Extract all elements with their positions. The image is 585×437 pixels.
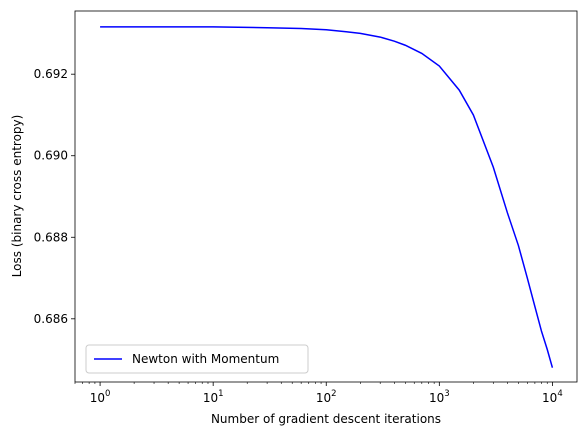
legend-label-newton-with-momentum: Newton with Momentum [132,352,279,366]
x-axis: 100 101 102 103 104 [74,382,563,405]
y-axis-label: Loss (binary cross entropy) [10,115,24,278]
y-tick-label: 0.692 [34,67,68,81]
legend: Newton with Momentum [85,344,309,374]
y-axis: 0.686 0.688 0.690 0.692 [34,67,75,326]
x-axis-label: Number of gradient descent iterations [211,412,441,426]
y-tick-label: 0.690 [34,149,68,163]
legend-box [85,344,309,374]
x-tick-label: 104 [542,389,563,405]
series-line-0 [100,26,554,368]
x-tick-label: 102 [316,389,337,405]
x-tick-label: 101 [203,389,224,405]
y-tick-label: 0.688 [34,230,68,244]
x-tick-label: 103 [429,389,450,405]
series-layer [100,26,554,368]
plot-area [75,11,577,382]
y-tick-label: 0.686 [34,312,68,326]
x-tick-label: 100 [90,389,111,405]
